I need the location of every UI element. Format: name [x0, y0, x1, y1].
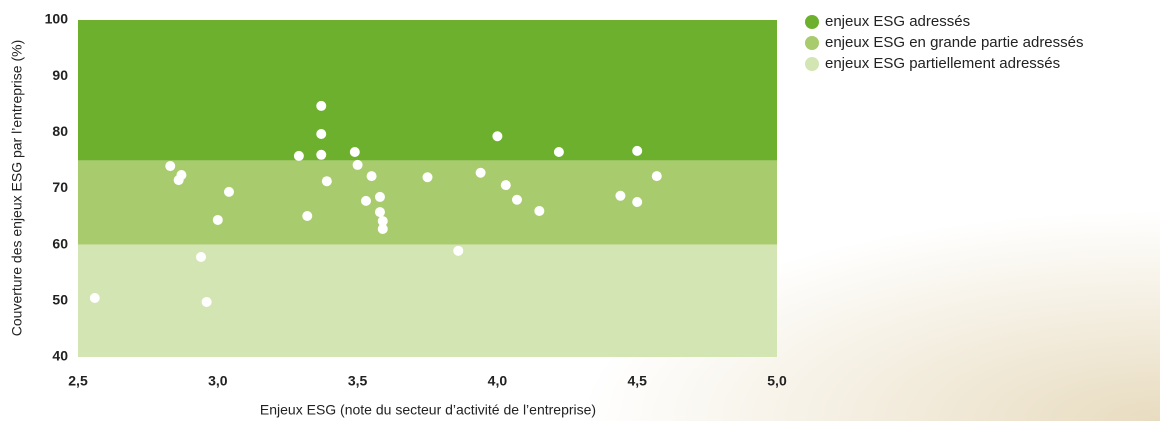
- point: [196, 252, 207, 263]
- point: [632, 145, 643, 156]
- point: [316, 149, 327, 160]
- point: [377, 216, 388, 227]
- point: [316, 129, 327, 140]
- x-tick-label: 3,0: [208, 373, 228, 389]
- point: [374, 191, 385, 202]
- band: [78, 244, 777, 357]
- x-tick-label: 5,0: [767, 373, 787, 389]
- point: [165, 161, 176, 172]
- point: [422, 172, 433, 183]
- y-tick-label: 40: [52, 348, 68, 364]
- y-tick-label: 50: [52, 292, 68, 308]
- legend-label: enjeux ESG en grande partie adressés: [825, 34, 1084, 51]
- point: [212, 214, 223, 225]
- point: [453, 245, 464, 256]
- x-tick-label: 4,5: [627, 373, 647, 389]
- x-tick-label: 3,5: [348, 373, 368, 389]
- x-tick-label: 4,0: [488, 373, 508, 389]
- legend-label: enjeux ESG adressés: [825, 13, 970, 30]
- y-tick-label: 80: [52, 123, 68, 139]
- point: [302, 211, 313, 222]
- point: [316, 100, 327, 111]
- point: [553, 146, 564, 157]
- point: [201, 296, 212, 307]
- point: [374, 207, 385, 218]
- y-tick-label: 100: [45, 11, 69, 27]
- point: [500, 180, 511, 191]
- legend-swatch: [805, 57, 819, 71]
- point: [366, 171, 377, 182]
- band: [78, 20, 777, 161]
- legend-label: enjeux ESG partiellement adressés: [825, 55, 1060, 72]
- point: [349, 146, 360, 157]
- y-tick-label: 70: [52, 179, 68, 195]
- point: [377, 223, 388, 234]
- point: [615, 190, 626, 201]
- point: [293, 150, 304, 161]
- point: [492, 131, 503, 142]
- point: [352, 159, 363, 170]
- legend-swatch: [805, 15, 819, 29]
- y-axis-label: Couverture des enjeux ESG par l’entrepri…: [9, 40, 25, 336]
- point: [223, 186, 234, 197]
- point: [321, 176, 332, 187]
- point: [173, 175, 184, 186]
- x-axis-label: Enjeux ESG (note du secteur d’activité d…: [260, 402, 596, 418]
- point: [534, 205, 545, 216]
- point: [360, 195, 371, 206]
- x-tick-label: 2,5: [68, 373, 88, 389]
- y-tick-label: 90: [52, 67, 68, 83]
- point: [475, 167, 486, 178]
- legend-swatch: [805, 36, 819, 50]
- point: [651, 171, 662, 182]
- point: [632, 196, 643, 207]
- point: [511, 194, 522, 205]
- y-tick-label: 60: [52, 235, 68, 251]
- point: [89, 293, 100, 304]
